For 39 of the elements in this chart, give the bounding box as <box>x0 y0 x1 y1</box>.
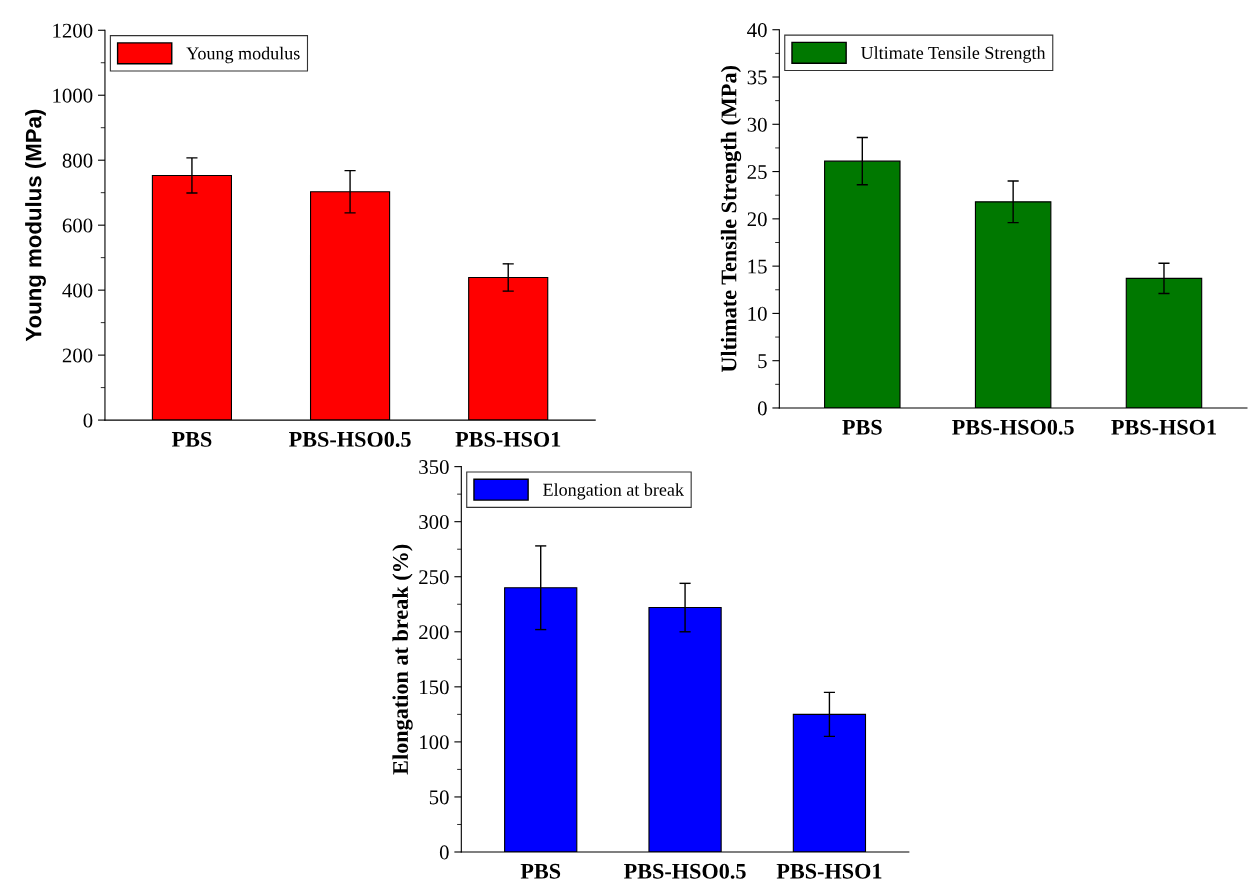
x-tick-label: PBS-HSO1 <box>455 431 561 447</box>
x-tick-label: PBS <box>842 419 882 435</box>
y-tick-label: 0 <box>83 413 93 428</box>
y-tick-label: 100 <box>420 735 449 750</box>
y-tick-label: 150 <box>420 680 449 695</box>
y-axis-title: Young modulus (MPa) <box>25 109 46 342</box>
y-tick-label: 200 <box>62 348 93 363</box>
x-tick-label: PBS-HSO0.5 <box>952 419 1074 435</box>
y-tick-label: 200 <box>419 625 449 640</box>
y-tick-label: 1200 <box>53 23 93 38</box>
x-tick-label: PBS-HSO0.5 <box>624 863 746 879</box>
y-tick-label: 600 <box>62 218 93 233</box>
y-tick-label: 800 <box>62 153 93 168</box>
y-tick-label: 1000 <box>53 88 93 103</box>
y-tick-label: 15 <box>748 259 767 274</box>
x-tick-label: PBS <box>171 431 212 447</box>
y-tick-label: 50 <box>429 790 449 805</box>
y-tick-label: 35 <box>747 70 767 85</box>
y-tick-label: 20 <box>747 212 767 227</box>
legend-label: Ultimate Tensile Strength <box>860 46 1046 63</box>
legend-label: Young modulus <box>186 46 300 64</box>
x-tick-label: PBS <box>520 863 561 879</box>
y-tick-label: 10 <box>748 306 767 321</box>
y-tick-label: 400 <box>62 283 93 298</box>
y-tick-label: 300 <box>419 515 449 530</box>
y-axis-title: Elongation at break (%) <box>392 544 413 775</box>
x-tick-label: PBS-HSO1 <box>1111 419 1216 435</box>
y-tick-label: 5 <box>758 354 767 369</box>
x-tick-label: PBS-HSO0.5 <box>289 431 411 447</box>
y-tick-label: 0 <box>757 401 767 416</box>
y-tick-label: 0 <box>439 845 449 860</box>
y-tick-label: 40 <box>747 23 767 38</box>
y-axis-title: Ultimate Tensile Strength (MPa) <box>720 66 742 373</box>
x-tick-label: PBS-HSO1 <box>776 863 882 879</box>
y-tick-label: 250 <box>419 570 449 585</box>
y-tick-label: 350 <box>419 460 449 475</box>
legend-label: Elongation at break <box>543 483 684 500</box>
y-tick-label: 25 <box>747 165 767 179</box>
y-tick-label: 30 <box>747 117 767 132</box>
